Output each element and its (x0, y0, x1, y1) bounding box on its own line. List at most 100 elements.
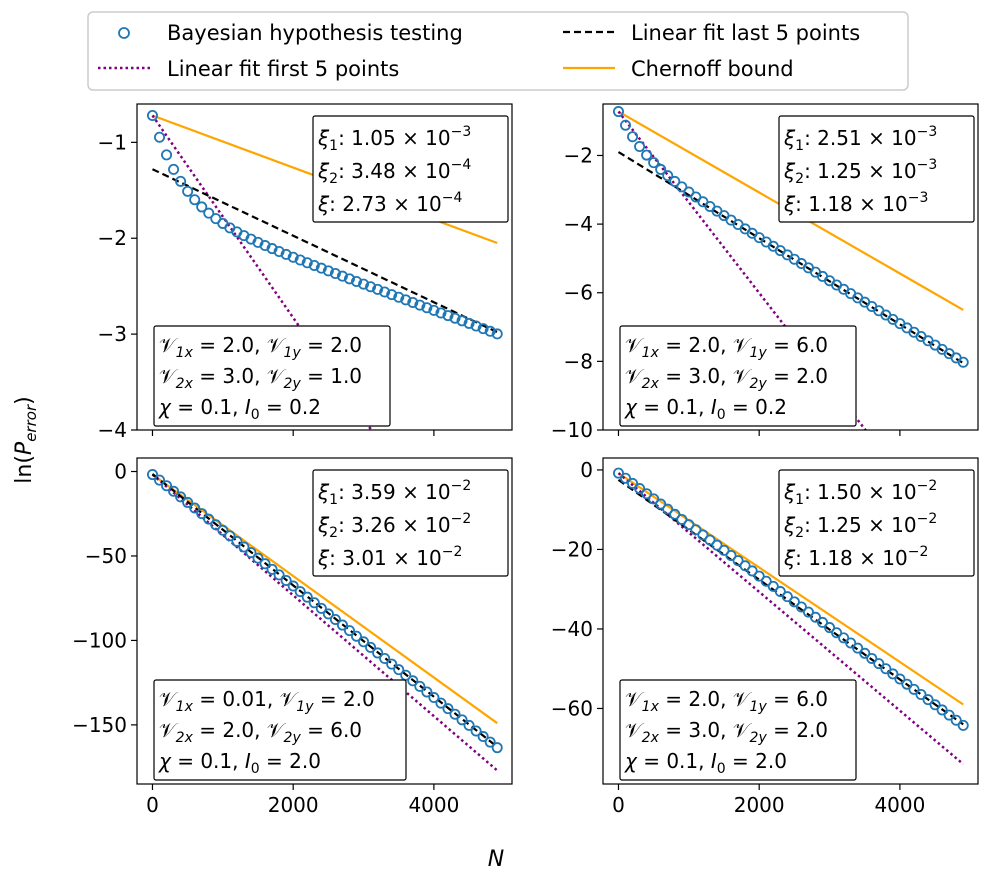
bayes-point (880, 663, 892, 675)
bayes-point (386, 289, 398, 301)
panel-top-left: −4 −3 −2 −1 ξ1: 1.05 × 10−3ξ2: 3.48 × 10−4 ξ:… (98, 103, 513, 442)
bayes-point (294, 586, 306, 598)
bayes-point (400, 294, 412, 306)
legend-label-chernoff: Chernoff bound (631, 57, 794, 81)
xi-value: ξ: 2.73 × 10−4 (317, 190, 462, 216)
y-tick-label: −2 (564, 143, 593, 167)
bayes-point (435, 697, 447, 709)
y-tick-label: −8 (564, 349, 593, 373)
bayes-point (612, 467, 624, 479)
axes-frame (136, 457, 513, 785)
bayes-point (308, 259, 320, 271)
bayes-point (407, 675, 419, 687)
x-tick-label: 0 (146, 793, 159, 817)
bayes-point (634, 141, 646, 153)
bayes-point (809, 611, 821, 623)
bayes-point (259, 240, 271, 252)
first5-fit-line (151, 473, 499, 772)
params-line: 𝒱1x = 0.01, 𝒱1y = 2.0 (159, 687, 375, 715)
bayes-point (957, 356, 969, 368)
bayes-point (414, 299, 426, 311)
bayes-point (477, 731, 489, 743)
y-tick-label: −150 (72, 713, 127, 737)
params-line: 𝒱2x = 2.0, 𝒱2y = 6.0 (159, 718, 362, 746)
bayes-point (627, 131, 639, 143)
x-tick-label: 2000 (268, 793, 319, 817)
bayes-point (477, 323, 489, 335)
bayes-point (683, 186, 695, 198)
xi-value: ξ: 1.18 × 10−3 (783, 190, 928, 216)
xi-box-frame (778, 469, 975, 577)
bayes-point (627, 477, 639, 489)
bayes-point (491, 742, 503, 754)
bayes-point (442, 703, 454, 715)
bayes-point (887, 668, 899, 680)
bayes-point (676, 181, 688, 193)
bayes-point (845, 637, 857, 649)
legend-label-first5: Linear fit first 5 points (167, 57, 399, 81)
bayes-point (273, 569, 285, 581)
bayes-point (280, 574, 292, 586)
legend-frame (87, 11, 909, 91)
x-tick-label: 0 (612, 793, 625, 817)
bayes-point (336, 270, 348, 282)
legend-entry-chernoff: Chernoff bound (563, 57, 794, 81)
y-tick-label: −40 (551, 617, 593, 641)
panel-top-right: −10 −8 −6 −4 −2 ξ1: 2.51 × 10−3ξ2: 1.25 × 10−… (551, 103, 979, 442)
xi-box-frame (312, 115, 509, 223)
x-tick-label: 4000 (408, 793, 459, 817)
xi-value: ξ1: 1.50 × 10−2 (783, 478, 937, 508)
axes-frame (136, 103, 513, 431)
bayes-point (372, 283, 384, 295)
bayes-point (463, 719, 475, 731)
bayes-point (287, 251, 299, 263)
bayes-point (873, 658, 885, 670)
bayes-point (365, 641, 377, 653)
bayes-point (641, 149, 653, 161)
bayes-point (245, 547, 257, 559)
bayes-point (648, 157, 660, 169)
bayes-point (175, 491, 187, 503)
xi-value: ξ: 1.18 × 10−2 (783, 544, 928, 570)
last5-fit-line (152, 168, 498, 334)
bayes-point (351, 275, 363, 287)
bayes-point (852, 642, 864, 654)
bayes-point (442, 310, 454, 322)
bayes-point (824, 622, 836, 634)
bayes-point (662, 170, 674, 182)
bayes-point (866, 652, 878, 664)
legend-entry-bayes: Bayesian hypothesis testing (118, 21, 463, 45)
panels: −4 −3 −2 −1 ξ1: 1.05 × 10−3ξ2: 3.48 × 10−4 ξ:… (72, 103, 979, 817)
bayes-point (463, 317, 475, 329)
chernoff-line (617, 472, 964, 706)
bayes-point (414, 680, 426, 692)
bayes-point (901, 678, 913, 690)
bayes-point (351, 630, 363, 642)
panel-bottom-right: −60 −40 −20 0 0 2000 4000 ξ1: 1.50 × 10−2ξ2: 1.… (551, 457, 979, 817)
bayes-point (456, 315, 468, 327)
legend-marker-circle (118, 27, 130, 39)
bayes-point (372, 647, 384, 659)
params-line: χ = 0.1, I0 = 2.0 (158, 749, 321, 777)
bayes-point (690, 524, 702, 536)
bayes-point (470, 320, 482, 332)
bayes-point (294, 254, 306, 266)
bayes-point (957, 719, 969, 731)
bayes-point (788, 596, 800, 608)
bayes-point (817, 616, 829, 628)
bayes-point (386, 658, 398, 670)
first5-fit-line (617, 472, 965, 766)
y-tick-label: −4 (98, 418, 127, 442)
bayes-point (831, 627, 843, 639)
bayes-point (393, 664, 405, 676)
xi-value: ξ2: 1.25 × 10−3 (783, 157, 937, 187)
bayes-point (343, 625, 355, 637)
y-tick-label: −50 (85, 544, 127, 568)
bayes-point (315, 262, 327, 274)
xi-value: ξ2: 3.48 × 10−4 (317, 157, 471, 187)
bayes-point (915, 688, 927, 700)
bayes-point (308, 597, 320, 609)
params-box: 𝒱1x = 0.01, 𝒱1y = 2.0 𝒱2x = 2.0, 𝒱2y = 6.… (153, 679, 407, 781)
bayes-point (146, 469, 158, 481)
bayes-point (484, 325, 496, 337)
